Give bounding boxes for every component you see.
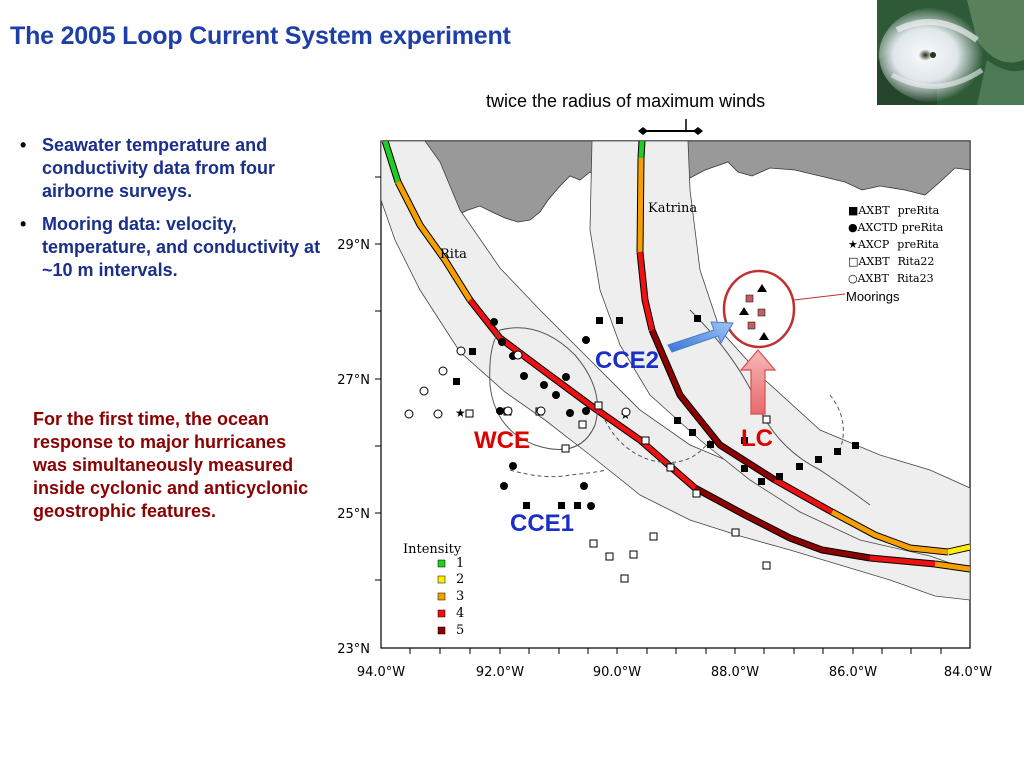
lon-label-92: 92.0°W <box>476 665 524 680</box>
bullet-dot: • <box>20 214 27 235</box>
intensity-label-5: 5 <box>456 623 464 638</box>
moorings-cluster <box>722 269 846 349</box>
radius-marker <box>638 119 703 135</box>
intensity-label-4: 4 <box>456 606 464 621</box>
rita-swath <box>381 141 970 601</box>
legend-axcp-prerita: ★AXCP preRita <box>848 238 939 251</box>
lat-label-29: 29°N <box>337 238 370 253</box>
axbt-rita23-points <box>404 346 631 419</box>
lat-label-23: 23°N <box>337 642 370 657</box>
moorings-label: Moorings <box>846 289 900 304</box>
lc-contour <box>689 309 871 506</box>
wce-contour <box>489 327 598 450</box>
hurricane-satellite-image <box>877 0 1024 105</box>
intensity-label-1: 1 <box>456 556 464 571</box>
intensity-swatch-1 <box>437 559 446 568</box>
legend-axctd-prerita: ●AXCTD preRita <box>848 221 944 234</box>
intensity-swatch-3 <box>437 592 446 601</box>
bullet-dot: • <box>20 135 27 155</box>
intensity-title: Intensity <box>403 542 462 557</box>
wce-label: WCE <box>474 427 530 454</box>
rita-track <box>381 141 970 573</box>
axctd-prerita-points <box>490 318 595 510</box>
intensity-label-2: 2 <box>456 572 464 587</box>
cce2-label: CCE2 <box>595 347 659 374</box>
axbt-rita22-points <box>465 401 771 583</box>
lon-label-90: 90.0°W <box>593 665 641 680</box>
intensity-swatch-5 <box>437 626 446 635</box>
intensity-swatch-4 <box>437 609 446 618</box>
axis-ticks <box>375 176 942 654</box>
bullet-list: • Seawater temperature and conductivity d… <box>20 134 340 292</box>
katrina-label: Katrina <box>648 201 697 216</box>
legend-axbt-rita22: □AXBT Rita22 <box>848 255 934 268</box>
rita-label: Rita <box>440 247 467 262</box>
lon-label-94: 94.0°W <box>357 665 405 680</box>
katrina-track <box>636 141 970 556</box>
lat-label-27: 27°N <box>337 373 370 388</box>
red-arrow <box>739 349 777 415</box>
lon-label-86: 86.0°W <box>829 665 877 680</box>
slide-title: The 2005 Loop Current System experiment <box>10 22 511 50</box>
svg-text:★: ★ <box>455 406 466 420</box>
lat-label-25: 25°N <box>337 507 370 522</box>
lc-label: LC <box>741 425 773 452</box>
highlight-text: For the first time, the ocean response t… <box>33 409 309 522</box>
lon-labels: 94.0°W 92.0°W 90.0°W 88.0°W 86.0°W 84.0°… <box>357 665 992 680</box>
bullet-airborne-surveys: • Seawater temperature and conductivity d… <box>20 135 276 202</box>
katrina-swath <box>589 141 970 571</box>
lon-label-88: 88.0°W <box>711 665 759 680</box>
intensity-label-3: 3 <box>456 589 464 604</box>
lat-labels: 29°N 27°N 25°N 23°N <box>337 238 370 657</box>
instrument-legend: ■AXBT preRita ●AXCTD preRita ★AXCP preRita … <box>848 204 944 285</box>
intensity-legend: Intensity 1 2 3 4 5 <box>403 542 464 638</box>
axbt-prerita-points <box>453 315 859 509</box>
cce1-label: CCE1 <box>510 510 574 537</box>
bullet-mooring-data: • Mooring data: velocity, temperature, an… <box>20 214 321 281</box>
lon-label-84: 84.0°W <box>944 665 992 680</box>
radius-label: twice the radius of maximum winds <box>486 91 766 111</box>
legend-axbt-rita23: ○AXBT Rita23 <box>848 272 934 285</box>
intensity-swatch-2 <box>437 575 446 584</box>
legend-axbt-prerita: ■AXBT preRita <box>848 204 940 217</box>
blue-arrow <box>667 321 734 353</box>
